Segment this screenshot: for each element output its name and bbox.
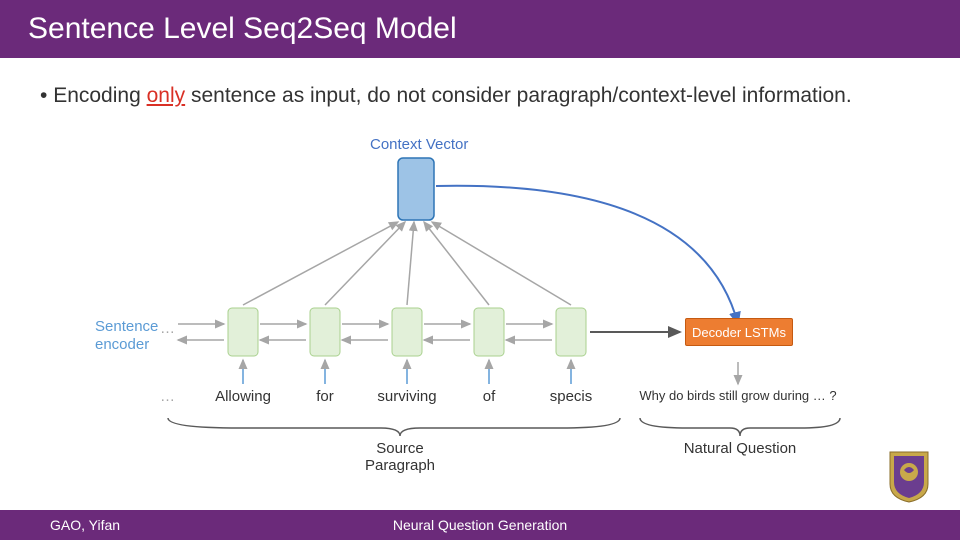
footer: GAO, Yifan Neural Question Generation <box>0 510 960 540</box>
header: Sentence Level Seq2Seq Model <box>0 0 960 58</box>
words-ellipsis: … <box>160 388 175 405</box>
word-allowing: Allowing <box>212 388 274 405</box>
bullet-post: sentence as input, do not consider parag… <box>185 84 852 107</box>
natural-question-label: Natural Question <box>680 440 800 457</box>
source-paragraph-label: Source Paragraph <box>340 440 460 474</box>
question-text: Why do birds still grow during … ? <box>628 388 848 403</box>
word-of: of <box>474 388 504 405</box>
diagram: Context Vector Sentenceencoder … Decoder… <box>0 140 960 480</box>
word-for: for <box>308 388 342 405</box>
footer-title: Neural Question Generation <box>393 517 567 533</box>
bullet-only: only <box>147 84 186 107</box>
bullet-pre: Encoding <box>53 84 146 107</box>
sentence-encoder-label: Sentenceencoder <box>95 318 158 354</box>
page-title: Sentence Level Seq2Seq Model <box>28 12 457 46</box>
decoder-box: Decoder LSTMs <box>685 318 793 346</box>
word-specis: specis <box>548 388 594 405</box>
bullet-text: • Encoding only sentence as input, do no… <box>40 82 920 110</box>
diagram-svg <box>0 140 960 480</box>
encoder-boxes <box>228 308 586 356</box>
footer-author: GAO, Yifan <box>50 517 120 533</box>
cuhk-logo <box>886 448 932 504</box>
content: • Encoding only sentence as input, do no… <box>0 58 960 110</box>
word-surviving: surviving <box>376 388 438 405</box>
context-vector-label: Context Vector <box>370 136 468 153</box>
encoder-ellipsis: … <box>160 320 175 337</box>
